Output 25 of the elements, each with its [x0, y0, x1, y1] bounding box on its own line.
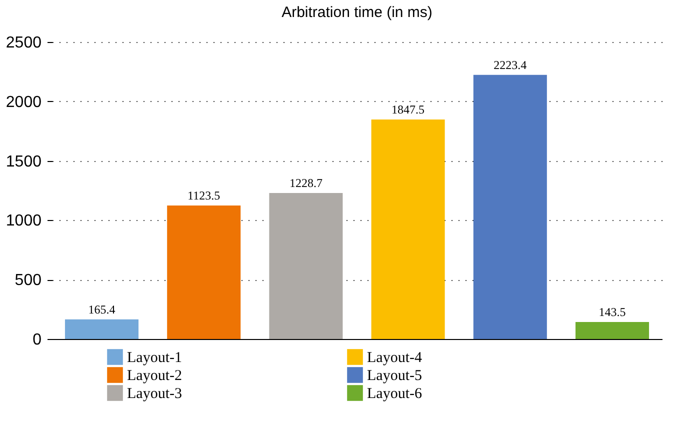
- legend-label: Layout-4: [367, 350, 422, 366]
- y-tick-label: 1500: [6, 153, 42, 170]
- legend-label: Layout-5: [367, 368, 422, 384]
- data-label: 1228.7: [289, 176, 322, 190]
- bar: [576, 322, 650, 339]
- y-tick-label: 500: [14, 272, 42, 290]
- bar: [64, 319, 138, 339]
- data-label: 165.4: [88, 302, 116, 316]
- legend-label: Layout-3: [127, 386, 182, 402]
- bar: [269, 193, 343, 339]
- legend-label: Layout-1: [127, 350, 182, 366]
- y-tick-label: 0: [32, 332, 42, 348]
- chart-title: Arbitration time (in ms): [282, 4, 432, 21]
- bar: [167, 206, 241, 339]
- data-label: 2223.4: [494, 58, 527, 72]
- bar: [371, 120, 445, 339]
- y-tick-label: 2500: [6, 34, 42, 52]
- legend-label: Layout-6: [367, 386, 422, 402]
- y-tick-label: 1000: [6, 212, 42, 230]
- data-label: 1123.5: [188, 188, 220, 203]
- bar: [473, 74, 547, 339]
- legend-label: Layout-2: [127, 368, 182, 384]
- data-label: 1847.5: [392, 102, 425, 117]
- y-tick-label: 2000: [6, 94, 42, 111]
- data-label: 143.5: [598, 304, 626, 319]
